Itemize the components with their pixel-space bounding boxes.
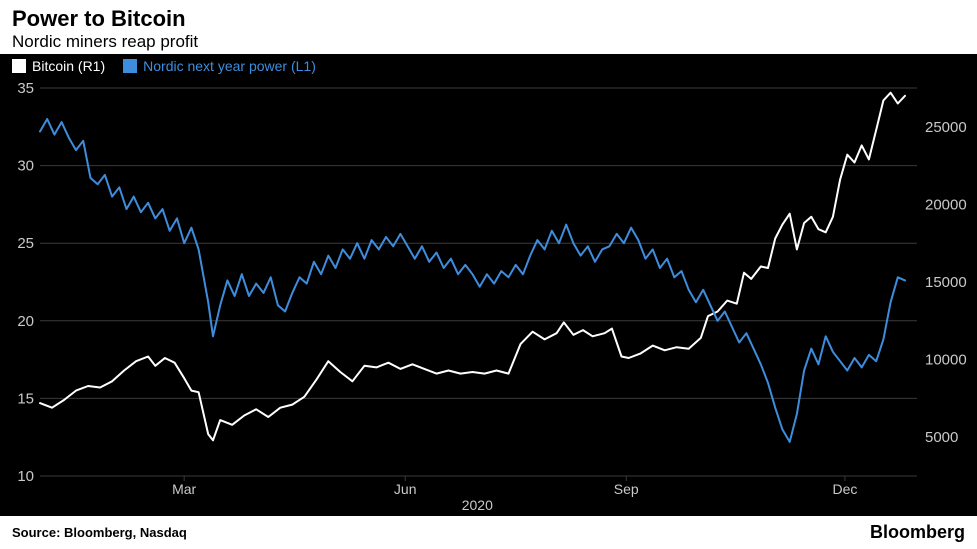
svg-text:20: 20 (17, 313, 34, 330)
svg-text:Jun: Jun (394, 481, 417, 497)
svg-text:30: 30 (17, 158, 34, 175)
svg-text:25: 25 (17, 235, 34, 252)
svg-text:10000: 10000 (925, 352, 967, 369)
chart-svg: 10 15 20 25 30 35 5000 10000 15000 20000 25000 Mar J… (0, 78, 977, 516)
chart-area: 10 15 20 25 30 35 5000 10000 15000 20000 25000 Mar J… (0, 78, 977, 516)
svg-text:5000: 5000 (925, 429, 958, 446)
svg-text:Sep: Sep (614, 481, 639, 497)
legend-swatch (123, 59, 137, 73)
svg-text:2020: 2020 (462, 497, 493, 513)
source-label: Source: Bloomberg, Nasdaq (12, 525, 187, 540)
brand-label: Bloomberg (870, 522, 965, 543)
chart-footer: Source: Bloomberg, Nasdaq Bloomberg (0, 516, 977, 549)
series-bitcoin (40, 93, 905, 441)
legend-item: Bitcoin (R1) (12, 58, 105, 74)
legend-swatch (12, 59, 26, 73)
svg-text:20000: 20000 (925, 196, 967, 213)
legend-label: Nordic next year power (L1) (143, 58, 316, 74)
svg-text:Dec: Dec (832, 481, 857, 497)
legend-item: Nordic next year power (L1) (123, 58, 316, 74)
svg-text:15: 15 (17, 390, 34, 407)
svg-text:Mar: Mar (172, 481, 196, 497)
svg-text:25000: 25000 (925, 119, 967, 136)
legend-label: Bitcoin (R1) (32, 58, 105, 74)
series-nordic-power (40, 119, 905, 442)
chart-header: Power to Bitcoin Nordic miners reap prof… (0, 0, 977, 54)
chart-title: Power to Bitcoin (12, 6, 965, 32)
svg-text:35: 35 (17, 80, 34, 97)
svg-text:10: 10 (17, 468, 34, 485)
chart-subtitle: Nordic miners reap profit (12, 32, 965, 52)
legend: Bitcoin (R1) Nordic next year power (L1) (0, 54, 977, 78)
svg-text:15000: 15000 (925, 274, 967, 291)
